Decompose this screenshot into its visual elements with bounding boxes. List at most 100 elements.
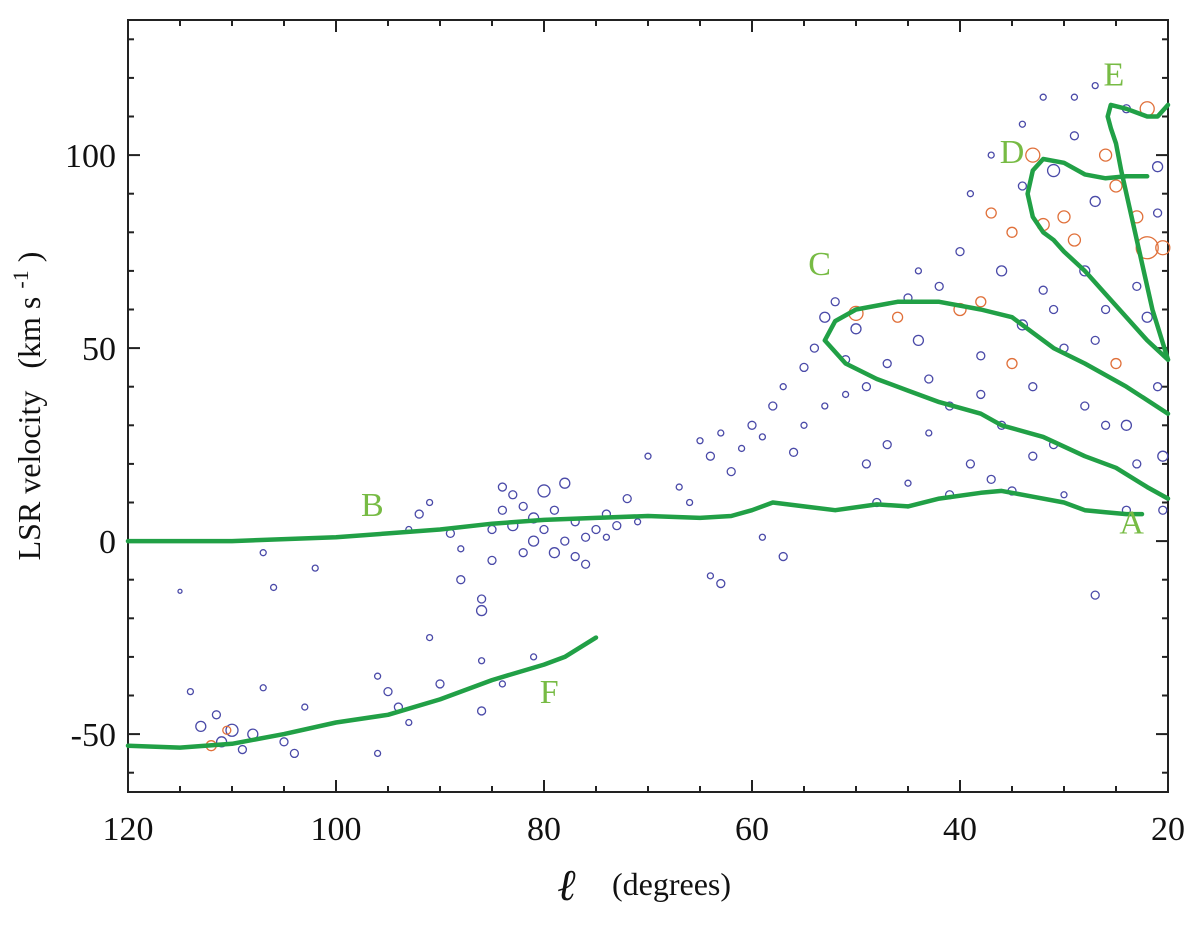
data-point [912,334,925,347]
data-point [914,267,923,275]
data-point [373,672,382,680]
data-point [1017,181,1028,191]
data-point [809,343,820,353]
y-axis-label-text: LSR velocity (km s -1 ) [0,252,47,561]
data-point [1132,459,1142,469]
y-tick-label: -50 [71,717,116,754]
data-point [861,459,872,469]
data-point [841,390,850,399]
data-point [279,737,289,747]
data-point [497,505,508,515]
data-point [435,679,445,689]
data-point [925,429,933,437]
curve-label-C: C [808,246,831,283]
curve-A [905,488,1145,517]
data-point [819,311,831,323]
curves [125,102,1171,750]
data-point [1089,195,1101,208]
data-point [425,633,434,642]
data-point [1110,357,1122,370]
data-point [289,748,300,759]
data-point [269,583,278,592]
data-point [1151,161,1164,173]
curve-labels: A B C D E F [361,57,1144,712]
data-point [537,484,551,498]
x-tick-label: 20 [1151,811,1185,848]
data-point [498,680,507,688]
data-point [1155,240,1171,256]
data-point [716,578,726,589]
data-point [383,686,393,697]
x-axis-unit: (degrees) [612,866,731,902]
y-tick-label: 100 [65,138,116,175]
data-point [559,477,571,489]
data-point [1038,285,1048,295]
data-point [758,533,767,541]
x-tick-label: 80 [527,811,561,848]
data-point [225,723,239,737]
data-point [602,533,611,541]
curve-B [125,500,911,544]
data-point [548,547,561,559]
data-point [747,420,757,430]
data-point [476,706,487,716]
data-point [508,490,518,500]
data-point [1046,163,1061,178]
x-tick-label: 60 [735,811,769,848]
data-point [539,524,549,535]
data-point [1158,505,1168,515]
data-point [800,421,808,429]
data-point [1028,451,1038,461]
data-point [1080,401,1090,411]
data-point [570,551,580,562]
data-point [301,703,309,711]
data-point [373,749,382,758]
curve-E [1105,102,1171,362]
data-point [726,466,736,477]
data-point [1098,148,1113,162]
y-axis-label-sup: -1 [8,270,33,288]
data-point [1135,236,1159,260]
data-point [456,575,466,585]
data-point [882,439,892,450]
data-point [1067,233,1082,247]
data-point [717,429,725,437]
data-point [518,548,528,558]
y-axis-label: LSR velocity (km s -1 ) [0,252,47,561]
data-point [527,535,540,547]
data-point [476,594,487,604]
y-tick-label: 0 [99,524,116,561]
data-point [976,389,986,400]
data-point [560,536,570,546]
data-point [987,151,995,159]
data-point [1070,93,1079,101]
data-point [237,744,248,755]
data-point [1132,281,1142,291]
data-point [487,524,497,535]
data-point [591,524,601,535]
curve-label-F: F [540,674,559,711]
data-point [1025,147,1041,163]
curve-D [1025,156,1171,362]
data-point [529,653,538,661]
data-point [1090,590,1100,600]
data-point [1157,450,1169,462]
data-point [778,551,788,562]
data-point [1069,131,1080,141]
data-point [965,459,976,469]
data-point [1018,120,1027,128]
data-point [1109,179,1123,193]
data-point [633,518,642,526]
data-point [195,720,207,733]
x-tick-label: 40 [943,811,977,848]
data-point [1152,208,1163,218]
data-point [612,521,622,531]
axis-ticks [127,20,1169,792]
data-point [975,296,987,308]
data-point [882,358,892,369]
data-point [1152,382,1163,392]
data-point [186,687,195,696]
data-point [259,549,267,557]
data-point [934,281,944,291]
data-point [891,311,904,323]
